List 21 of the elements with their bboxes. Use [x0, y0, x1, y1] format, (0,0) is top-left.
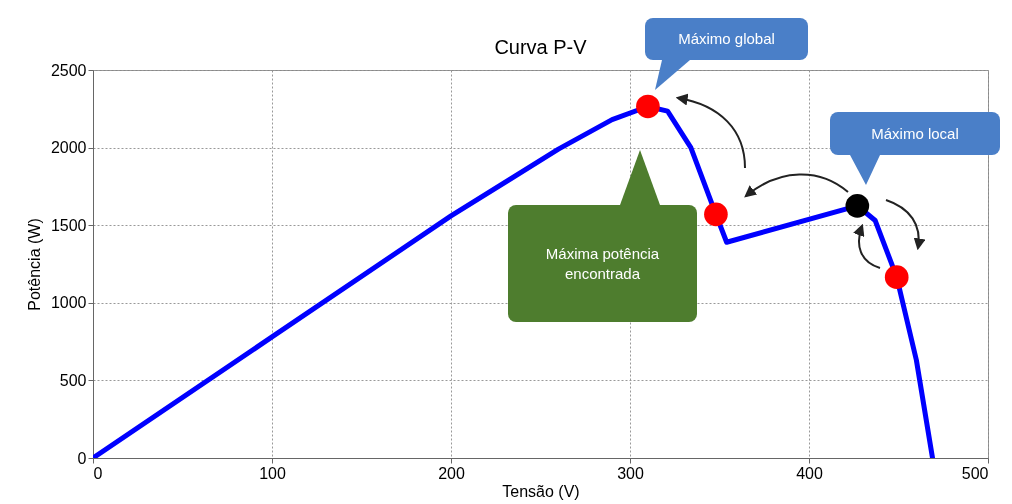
point: [884, 265, 909, 289]
y-tick-label: 2000: [50, 139, 87, 157]
point: [845, 193, 870, 218]
x-axis-title: Tensão (V): [502, 482, 580, 500]
chart-title: Curva P-V: [494, 36, 588, 58]
point: [636, 94, 660, 119]
x-tick-label: 300: [617, 464, 644, 482]
y-tick-label: 500: [59, 371, 87, 389]
x-tick-label: 500: [961, 464, 989, 482]
annotation: Máximo local: [871, 124, 959, 142]
annotation: Máxima potência encontrada: [545, 244, 660, 282]
y-tick-label: 0: [77, 449, 87, 467]
y-tick-label: 1500: [50, 216, 87, 234]
y-tick-label: 1000: [50, 294, 87, 312]
y-tick-label: 2500: [50, 61, 87, 79]
point: [704, 202, 728, 227]
x-tick-label: 400: [796, 464, 823, 482]
x-tick-label: 200: [438, 464, 465, 482]
x-tick-label: 100: [259, 464, 286, 482]
x-tick-label: 0: [93, 464, 103, 482]
y-axis-title: Potência (W): [25, 218, 43, 311]
